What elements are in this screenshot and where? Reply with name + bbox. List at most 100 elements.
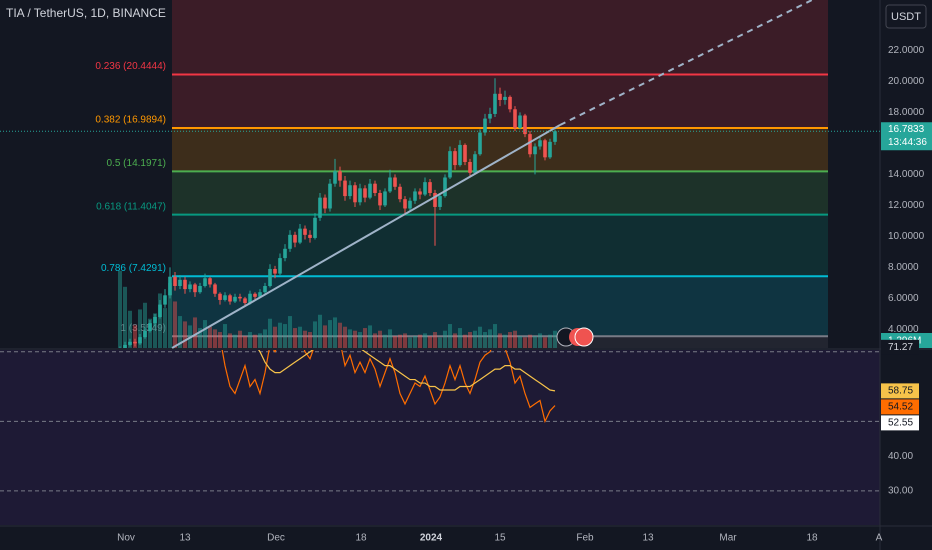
volume-bar bbox=[253, 334, 257, 348]
candle-body bbox=[338, 171, 342, 181]
volume-bar bbox=[143, 302, 147, 348]
volume-bar bbox=[498, 333, 502, 348]
rsi-ma-line bbox=[258, 350, 556, 392]
volume-bar bbox=[338, 322, 342, 348]
candle-body bbox=[423, 182, 427, 195]
candle-body bbox=[303, 228, 307, 235]
volume-bar bbox=[193, 317, 197, 348]
candle-body bbox=[298, 228, 302, 243]
candle-body bbox=[523, 115, 527, 135]
candle-body bbox=[448, 151, 452, 178]
volume-bar bbox=[123, 286, 127, 348]
fib-label: 1 (3.5549) bbox=[120, 323, 166, 334]
volume-bar bbox=[118, 270, 122, 348]
volume-bar bbox=[233, 334, 237, 348]
volume-bar bbox=[208, 326, 212, 348]
volume-bar bbox=[543, 337, 547, 348]
candle-body bbox=[373, 183, 377, 193]
volume-bar bbox=[158, 293, 162, 348]
candle-body bbox=[198, 285, 202, 293]
candle-body bbox=[228, 295, 232, 302]
rsi-badge bbox=[881, 383, 919, 399]
volume-bar bbox=[148, 318, 152, 348]
candle-body bbox=[308, 234, 312, 238]
y-tick-label: 14.0000 bbox=[888, 169, 925, 180]
candle-body bbox=[328, 183, 332, 209]
candle-body bbox=[258, 292, 262, 297]
currency[interactable]: USDT bbox=[891, 11, 921, 23]
rsi-panel bbox=[0, 350, 880, 525]
candle-body bbox=[368, 183, 372, 198]
last-price-badge bbox=[881, 122, 932, 151]
volume-bar bbox=[508, 332, 512, 348]
volume-bar bbox=[533, 336, 537, 348]
volume-bar bbox=[138, 309, 142, 348]
volume-bar bbox=[398, 334, 402, 348]
rsi-badge bbox=[881, 339, 919, 355]
volume-bar bbox=[298, 326, 302, 348]
candle-body bbox=[278, 258, 282, 274]
currency-box[interactable] bbox=[885, 4, 927, 29]
volume-bar bbox=[553, 330, 557, 348]
volume-bar bbox=[503, 334, 507, 348]
candle-body bbox=[223, 295, 227, 300]
volume-bar bbox=[458, 328, 462, 348]
volume-bar bbox=[173, 301, 177, 348]
volume-bar bbox=[153, 313, 157, 348]
rsi-badge bbox=[881, 399, 919, 415]
x-tick-label: Nov bbox=[117, 533, 135, 544]
candle-body bbox=[193, 284, 197, 293]
candle-body bbox=[358, 188, 362, 203]
rsi-badge-label: 71.27 bbox=[888, 342, 913, 353]
volume-bar bbox=[378, 330, 382, 348]
fib-label: 0.382 (16.9894) bbox=[95, 115, 166, 126]
volume-bar bbox=[423, 333, 427, 348]
x-tick-label: Feb bbox=[576, 533, 594, 544]
candle-body bbox=[363, 188, 367, 198]
volume-bar bbox=[513, 330, 517, 348]
candle-body bbox=[548, 141, 552, 158]
candle-body bbox=[138, 337, 142, 344]
volume-bar bbox=[313, 321, 317, 348]
candle-body bbox=[238, 296, 242, 299]
candle-body bbox=[183, 279, 187, 290]
volume-bar bbox=[478, 326, 482, 348]
icon bbox=[574, 327, 594, 347]
volume-bar bbox=[473, 330, 477, 348]
candle-body bbox=[383, 191, 387, 206]
candle-body bbox=[153, 316, 157, 324]
candle-body bbox=[293, 234, 297, 243]
candle-body bbox=[283, 248, 287, 259]
candle-body bbox=[318, 197, 322, 218]
candle-body bbox=[313, 217, 317, 238]
candle-body bbox=[173, 276, 177, 286]
volume-bar bbox=[198, 328, 202, 348]
x-tick-label: A bbox=[876, 533, 883, 544]
x-tick-label: 13 bbox=[179, 533, 191, 544]
candle-body bbox=[378, 192, 382, 206]
volume-bar bbox=[523, 337, 527, 348]
volume-bar bbox=[358, 332, 362, 348]
volume-bar bbox=[343, 326, 347, 348]
volume-bar bbox=[418, 334, 422, 348]
candle-body bbox=[473, 154, 477, 173]
volume-bar bbox=[463, 334, 467, 348]
candle-body bbox=[178, 279, 182, 286]
volume-bar bbox=[163, 308, 167, 348]
candle-body bbox=[148, 323, 152, 331]
fib-label: 0.618 (11.4047) bbox=[96, 201, 166, 212]
candle-body bbox=[353, 185, 357, 203]
volume-bar bbox=[483, 332, 487, 348]
candle-body bbox=[123, 344, 127, 348]
volume-bar bbox=[468, 332, 472, 348]
candle-body bbox=[463, 144, 467, 162]
candle-body bbox=[518, 115, 522, 128]
volume-bar bbox=[333, 317, 337, 348]
rsi-badge-label: 52.55 bbox=[888, 418, 913, 429]
volume-bar bbox=[488, 329, 492, 348]
candle-body bbox=[408, 200, 412, 209]
rsi-badge-label: 54.52 bbox=[888, 402, 913, 413]
x-tick-label: 18 bbox=[355, 533, 367, 544]
rsi-badge-label: 58.75 bbox=[888, 386, 913, 397]
rsi-tick-label: 40.00 bbox=[888, 451, 913, 462]
